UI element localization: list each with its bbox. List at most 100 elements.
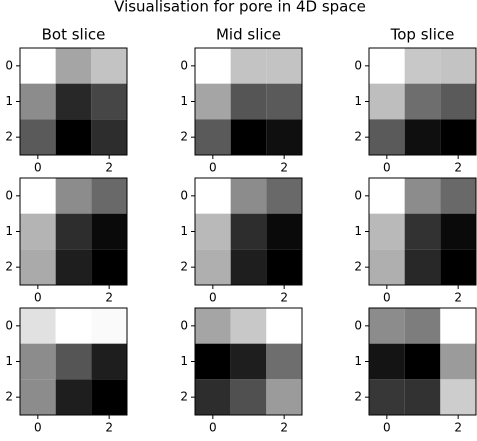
x-tick-label: 2 [454,291,462,305]
cell [230,83,267,120]
cell [404,249,441,285]
y-tick-label: 0 [354,188,362,202]
subplot: 0 2 0 1 2 [354,177,477,305]
cell [369,343,405,380]
subplot: 0 2 0 1 2 [5,307,128,435]
cell [230,308,267,344]
cell [55,249,92,285]
y-tick-label: 2 [354,390,362,404]
cell [266,308,302,344]
subplot: Bot slice 0 2 0 1 2 [5,26,128,175]
y-tick-label: 2 [5,390,13,404]
cell [230,119,267,155]
y-tick-label: 0 [5,58,13,72]
cell [20,83,56,120]
subplot: 0 2 0 1 2 [180,177,303,305]
x-tick-label: 0 [34,291,42,305]
cell [369,119,405,155]
cell [55,343,92,380]
cell [55,379,92,415]
cell [369,249,405,285]
x-tick-label: 0 [34,161,42,175]
cell [369,48,405,84]
cell [20,249,56,285]
cell [369,178,405,214]
cell [195,379,231,415]
cell [20,178,56,214]
x-tick-label: 0 [383,161,391,175]
cell [369,379,405,415]
y-tick-label: 2 [354,260,362,274]
x-tick-label: 2 [280,291,288,305]
cell [230,48,267,84]
cell [91,343,127,380]
subplot-title: Bot slice [42,26,106,44]
cell [230,343,267,380]
cell [91,249,127,285]
cell [91,83,127,120]
cell [440,308,476,344]
y-tick-label: 1 [354,94,362,108]
y-tick-label: 1 [180,224,188,238]
x-tick-label: 0 [209,421,217,435]
y-tick-label: 1 [180,94,188,108]
cell [91,48,127,84]
cell [369,308,405,344]
cell [440,119,476,155]
x-tick-label: 0 [383,421,391,435]
y-tick-label: 0 [180,318,188,332]
cell [55,83,92,120]
cell [20,213,56,250]
cell [404,213,441,250]
cell [266,119,302,155]
cell [404,83,441,120]
cell [230,178,267,214]
cell [266,343,302,380]
y-tick-label: 0 [180,58,188,72]
x-tick-label: 2 [280,421,288,435]
cell [20,343,56,380]
cell [266,213,302,250]
cell [195,343,231,380]
cell [55,48,92,84]
x-tick-label: 2 [454,421,462,435]
cell [266,379,302,415]
x-tick-label: 2 [280,161,288,175]
cell [440,249,476,285]
y-tick-label: 1 [180,354,188,368]
cell [404,343,441,380]
cell [91,119,127,155]
y-tick-label: 1 [5,354,13,368]
y-tick-label: 2 [180,260,188,274]
subplot-title: Top slice [390,26,455,44]
cell [266,83,302,120]
y-tick-label: 1 [5,94,13,108]
cell [230,213,267,250]
cell [266,48,302,84]
subplot-title: Mid slice [216,26,281,44]
subplot: 0 2 0 1 2 [354,307,477,435]
y-tick-label: 0 [5,318,13,332]
cell [55,178,92,214]
cell [91,213,127,250]
y-tick-label: 1 [354,354,362,368]
subplot: 0 2 0 1 2 [180,307,303,435]
y-tick-label: 1 [5,224,13,238]
cell [91,379,127,415]
cell [440,178,476,214]
cell [20,379,56,415]
cell [266,249,302,285]
cell [20,119,56,155]
y-tick-label: 2 [180,130,188,144]
cell [20,308,56,344]
y-tick-label: 0 [5,188,13,202]
cell [195,249,231,285]
cell [91,178,127,214]
cell [440,48,476,84]
y-tick-label: 0 [180,188,188,202]
cell [195,178,231,214]
cell [404,119,441,155]
cell [404,379,441,415]
y-tick-label: 1 [354,224,362,238]
